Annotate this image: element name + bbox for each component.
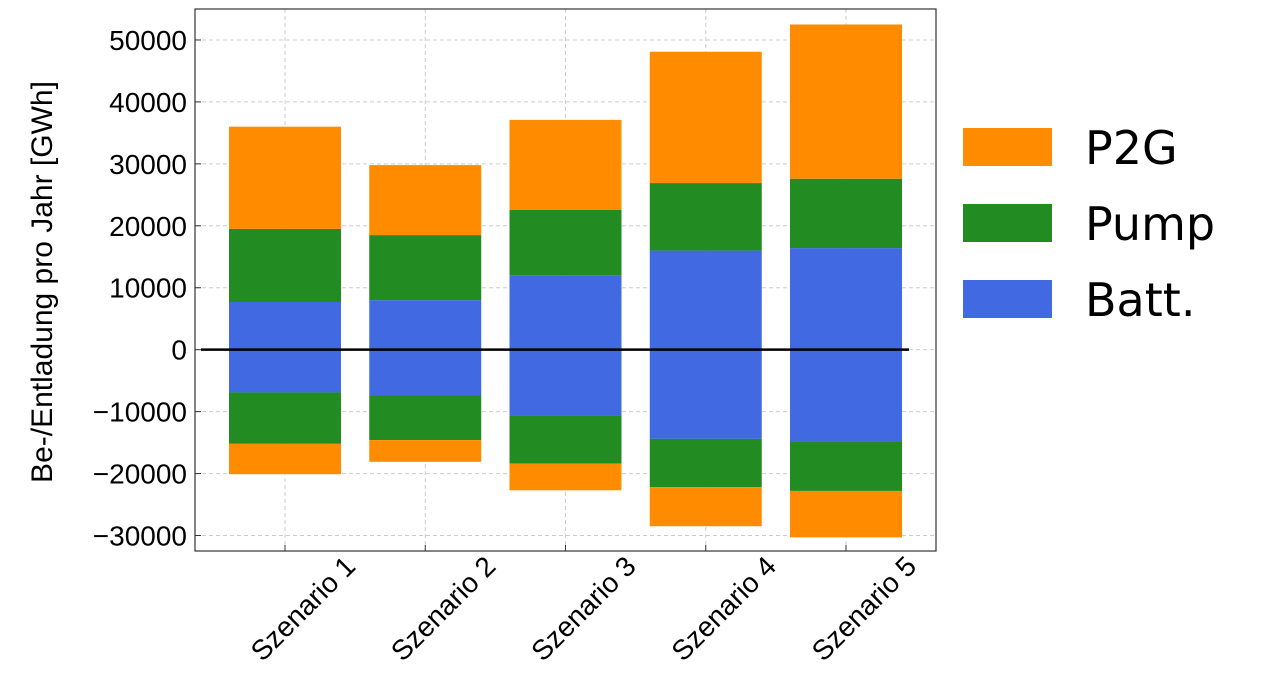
bar-segment-p2g-negative: [649, 487, 762, 527]
legend-swatch: [963, 128, 1052, 166]
bar-segment-pump-positive: [509, 209, 622, 276]
y-axis-ticks: −30000 −20000 −10000 0 10000 20000 30000 40000 5…: [93, 25, 201, 552]
y-tick-label: 10000: [109, 273, 187, 304]
bar-segment-batt-negative: [229, 349, 341, 393]
bar-segment-pump-positive: [229, 228, 341, 302]
bar-segment-p2g-positive: [649, 51, 762, 184]
legend-swatch: [963, 204, 1052, 242]
bar-segment-batt-positive: [509, 275, 622, 350]
bar-segment-batt-negative: [369, 349, 482, 396]
bar-segment-batt-positive: [649, 250, 762, 350]
x-tick-label: Szenario 1: [245, 550, 362, 667]
x-axis-ticks: Szenario 1 Szenario 2 Szenario 3 Szenario 4…: [245, 545, 923, 667]
bar-segment-pump-negative: [649, 438, 762, 488]
bars: [229, 24, 902, 538]
bar-segment-pump-negative: [509, 415, 622, 464]
bar-segment-pump-positive: [649, 183, 762, 251]
bar-segment-p2g-positive: [509, 119, 622, 210]
bar-segment-batt-negative: [790, 349, 902, 442]
bar-segment-pump-negative: [790, 441, 902, 491]
y-tick-label: −10000: [93, 397, 187, 428]
bar-segment-pump-negative: [369, 395, 482, 441]
x-tick-label: Szenario 2: [385, 550, 502, 667]
bar-segment-p2g-positive: [369, 165, 482, 236]
x-tick-label: Szenario 3: [525, 550, 642, 667]
legend: P2G Pump Batt.: [963, 121, 1215, 327]
y-tick-label: 0: [171, 335, 187, 366]
bar-segment-pump-negative: [229, 392, 341, 444]
bar-segment-batt-negative: [649, 349, 762, 439]
x-tick-label: Szenario 5: [806, 550, 923, 667]
legend-label: P2G: [1085, 121, 1178, 175]
y-tick-label: −20000: [93, 459, 187, 490]
bar-segment-batt-negative: [509, 349, 622, 416]
legend-label: Pump: [1085, 197, 1215, 251]
bar-segment-pump-positive: [369, 235, 482, 301]
bar-segment-p2g-negative: [369, 440, 482, 462]
legend-swatch: [963, 280, 1052, 318]
bar-segment-p2g-negative: [509, 463, 622, 491]
y-tick-label: −30000: [93, 521, 187, 552]
bar-segment-pump-positive: [790, 178, 902, 249]
y-tick-label: 50000: [109, 25, 187, 56]
bar-segment-batt-positive: [790, 248, 902, 350]
y-tick-label: 20000: [109, 211, 187, 242]
bar-segment-batt-positive: [229, 301, 341, 350]
x-tick-label: Szenario 4: [665, 550, 782, 667]
bar-segment-p2g-positive: [229, 126, 341, 229]
bar-segment-p2g-negative: [229, 443, 341, 475]
y-axis-label: Be-/Entladung pro Jahr [GWh]: [26, 81, 59, 483]
y-tick-label: 40000: [109, 87, 187, 118]
bar-segment-batt-positive: [369, 300, 482, 350]
bar-segment-p2g-positive: [790, 24, 902, 179]
bar-segment-p2g-negative: [790, 490, 902, 538]
y-tick-label: 30000: [109, 149, 187, 180]
legend-label: Batt.: [1085, 273, 1195, 327]
